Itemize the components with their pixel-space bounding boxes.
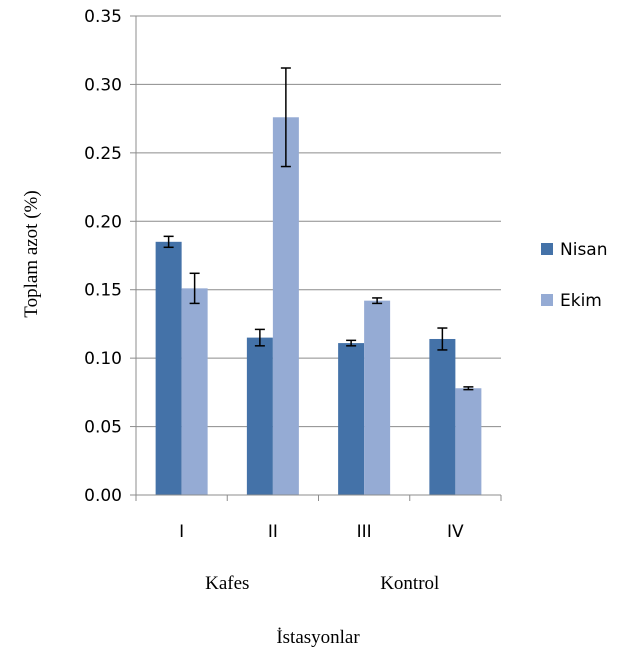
x-tick-label: IV (447, 522, 464, 542)
bar-nisan-ii (246, 337, 273, 495)
bar-nisan-iii (338, 343, 365, 495)
axes (130, 15, 502, 501)
y-tick-label: 0.10 (84, 349, 122, 369)
bar-ekim-iv (455, 388, 482, 495)
bar-ekim-iii (364, 300, 391, 495)
y-tick-label: 0.25 (84, 144, 122, 164)
group-label: Kontrol (380, 573, 439, 594)
x-tick-label: I (179, 522, 184, 542)
bar-nisan-iv (429, 338, 456, 495)
error-bars (163, 67, 474, 391)
group-labels: Kafes Kontrol (205, 573, 439, 594)
y-tick-label: 0.15 (84, 281, 122, 301)
x-axis-label: İstasyonlar (276, 627, 360, 648)
legend-swatch-ekim (541, 294, 553, 306)
x-tick-labels: I II III IV (179, 522, 464, 542)
y-tick-labels: 0.00 0.05 0.10 0.15 0.20 0.25 0.30 0.35 (84, 7, 122, 506)
x-tick-label: II (268, 522, 278, 542)
y-axis-label: Toplam azot (%) (21, 190, 42, 317)
y-tick-label: 0.20 (84, 212, 122, 232)
legend-swatch-nisan (541, 243, 553, 255)
bars (155, 117, 482, 495)
y-tick-label: 0.05 (84, 418, 122, 438)
y-tick-label: 0.35 (84, 7, 122, 27)
x-tick-label: III (357, 522, 372, 542)
group-label: Kafes (205, 573, 249, 594)
legend-label-ekim: Ekim (560, 291, 602, 311)
bar-nisan-i (155, 241, 182, 495)
bar-ekim-i (181, 288, 208, 495)
bar-ekim-ii (272, 117, 299, 495)
legend-label-nisan: Nisan (560, 240, 608, 260)
y-tick-label: 0.30 (84, 75, 122, 95)
y-tick-label: 0.00 (84, 486, 122, 506)
legend: Nisan Ekim (541, 240, 608, 311)
